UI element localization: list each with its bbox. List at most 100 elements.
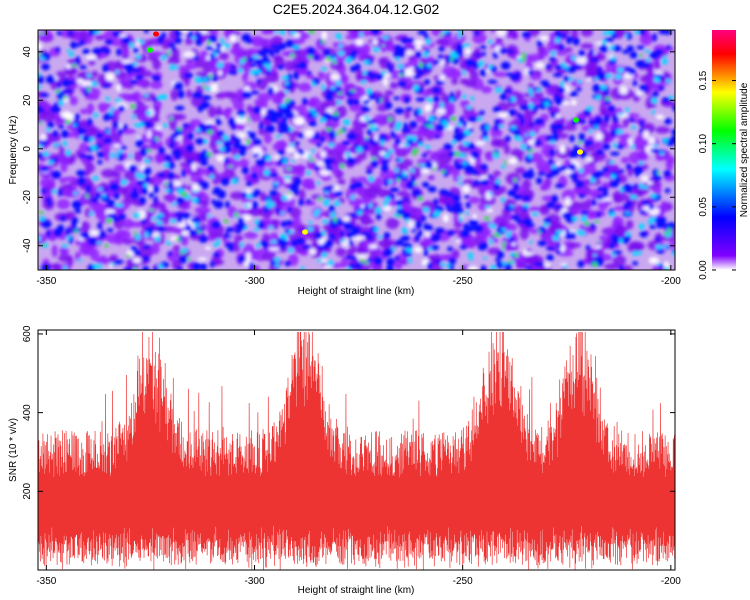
spectrogram-cell <box>548 100 554 106</box>
spectrogram-cell <box>244 226 248 230</box>
spectrogram-cell <box>167 251 173 257</box>
spectrogram-cell <box>126 254 130 258</box>
spectrogram-cell <box>464 212 469 216</box>
spectrogram-cell <box>144 121 153 128</box>
spectrogram-cell <box>568 152 578 159</box>
spectrogram-cell <box>125 83 134 90</box>
spectrogram-cell <box>304 184 316 190</box>
spectrogram-cell <box>366 234 374 241</box>
spectrogram-cell <box>201 95 212 101</box>
spectrogram-cell <box>552 135 558 142</box>
spectrogram-cell <box>38 105 44 114</box>
spectrogram-cell <box>423 78 431 86</box>
spectrogram-cell <box>417 229 423 237</box>
spectrogram-cell <box>417 128 431 135</box>
spectrogram-cell <box>209 52 215 61</box>
spectrogram-cell <box>321 252 328 258</box>
spectrogram-cell <box>384 196 391 203</box>
spectrogram-cell <box>414 233 420 243</box>
spectrogram-cell <box>285 219 293 227</box>
spectrogram-cell <box>51 244 58 258</box>
spectrogram-cell <box>452 249 460 258</box>
spectrogram-cell <box>212 190 223 195</box>
spectrogram-cell <box>400 37 410 44</box>
spectrogram-cell <box>239 114 244 120</box>
spectrogram-cell <box>234 155 240 160</box>
spectrogram-cell <box>528 154 532 159</box>
spectrogram-cell <box>401 227 408 234</box>
spectrogram-cell <box>575 86 582 92</box>
spectrogram-cell <box>345 254 353 260</box>
spectrogram-cell <box>209 60 219 72</box>
spectrogram-cell <box>249 62 256 68</box>
spectrogram-cell <box>467 116 478 122</box>
spectrogram-cell <box>381 44 385 47</box>
spectrogram-cell <box>184 36 194 45</box>
spectrogram-cell <box>49 105 61 113</box>
spectrogram-cell <box>288 230 294 234</box>
spectrogram-cell <box>334 200 341 206</box>
spectrogram-cell <box>460 229 470 238</box>
spectrogram-cell <box>177 127 182 131</box>
spectrogram-cell <box>517 112 522 119</box>
spectrogram-cell <box>396 207 405 216</box>
spectrogram-cell <box>289 136 296 144</box>
spectrogram-cell <box>239 242 245 247</box>
spectrogram-cell <box>208 232 224 239</box>
spectrogram-cell <box>168 42 176 48</box>
spectrogram-cell <box>239 58 245 65</box>
spectrogram-cell <box>330 211 336 218</box>
spectrogram-cell <box>98 230 107 240</box>
spectrogram-frame <box>37 29 676 271</box>
spectrogram-cell <box>133 47 139 54</box>
spectrogram-cell <box>393 49 404 55</box>
spectrogram-y-tick-label: -20 <box>22 190 33 205</box>
spectrogram-cell <box>397 205 402 210</box>
spectrogram-cell <box>69 96 78 106</box>
spectrogram-gap <box>544 262 551 268</box>
spectrogram-cell <box>485 124 490 131</box>
spectrogram-cell <box>465 58 476 67</box>
spectrogram-cell <box>510 252 515 256</box>
spectrogram-cell <box>129 79 138 85</box>
spectrogram-cell <box>547 105 552 110</box>
spectrogram-cell <box>521 52 527 57</box>
spectrogram-cell <box>599 44 609 53</box>
spectrogram-cell <box>432 95 440 103</box>
spectrogram-cell <box>394 255 400 261</box>
spectrogram-cell <box>106 228 114 233</box>
spectrogram-gap <box>118 33 128 38</box>
spectrogram-cell <box>302 244 312 250</box>
spectrogram-cell <box>364 187 379 197</box>
spectrogram-cell <box>596 211 602 218</box>
spectrogram-cell <box>569 134 575 143</box>
spectrogram-cell <box>263 132 272 144</box>
spectrogram-cell <box>378 57 386 64</box>
spectrogram-cell <box>655 126 671 134</box>
spectrogram-cell <box>336 105 347 119</box>
spectrogram-cell <box>585 244 591 252</box>
spectrogram-cell <box>61 78 71 88</box>
spectrogram-cell <box>202 85 206 89</box>
spectrogram-cell <box>106 199 116 207</box>
spectrogram-cell <box>433 205 444 213</box>
spectrogram-cell <box>416 70 425 76</box>
spectrogram-cell <box>603 99 611 105</box>
spectrogram-cell <box>479 69 487 77</box>
spectrogram-cell <box>280 220 288 228</box>
spectrogram-gap <box>81 80 94 88</box>
spectrogram-cell <box>294 141 300 146</box>
spectrogram-y-tick-label: 0 <box>22 146 33 152</box>
spectrogram-cell <box>334 33 341 37</box>
spectrogram-gap <box>147 129 152 139</box>
spectrogram-cell <box>330 86 336 90</box>
spectrogram-cell <box>284 176 292 180</box>
spectrogram-cell <box>607 30 614 35</box>
spectrogram-gap <box>85 55 97 60</box>
spectrogram-cell <box>311 81 316 87</box>
spectrogram-cell <box>289 206 302 219</box>
spectrogram-cell <box>594 125 598 130</box>
spectrogram-cell <box>105 218 112 224</box>
spectrogram-cell <box>118 153 124 162</box>
spectrogram-cell <box>161 39 171 50</box>
